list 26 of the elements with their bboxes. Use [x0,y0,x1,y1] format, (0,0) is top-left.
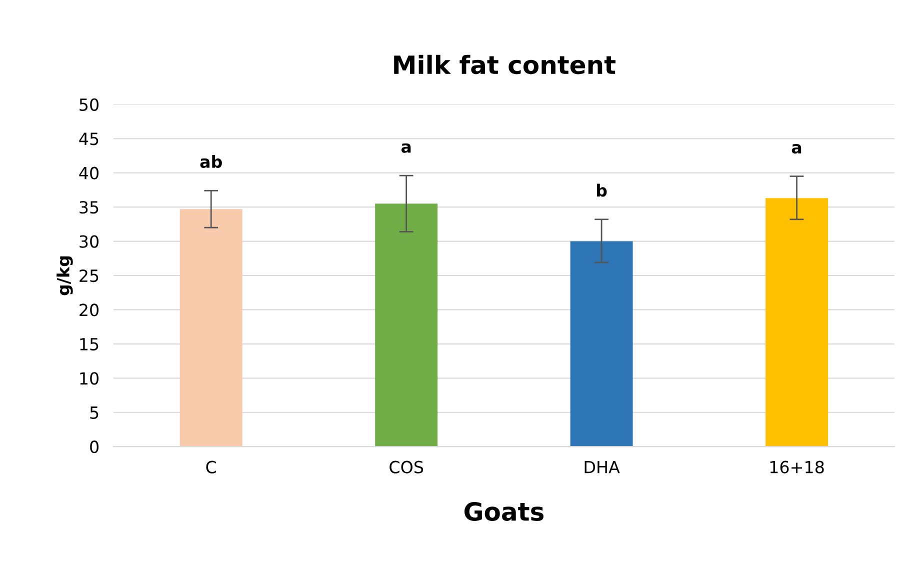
annotation: a [401,143,411,153]
y-tick-label: 15 [80,338,98,351]
x-tick-label: C [206,460,216,474]
y-tick-label: 10 [80,372,99,385]
y-tick-label: 25 [80,269,98,282]
annotation: ab [200,155,222,168]
x-axis-title: Goats [464,502,544,521]
y-tick-label: 20 [80,304,99,316]
chart-title: Milk fat content [394,54,616,74]
x-tick-label: COS [390,460,424,474]
bar [570,241,633,447]
y-tick-label: 35 [80,201,98,214]
bar [375,204,438,447]
y-tick-label: 0 [90,440,99,454]
bar [180,209,242,447]
bar [766,198,828,447]
y-tick-label: 50 [80,98,99,111]
x-tick-label: 16+18 [770,460,824,474]
x-tick-label: DHA [584,461,620,474]
y-tick-label: 45 [79,132,98,146]
annotation: b [596,184,607,197]
y-tick-label: 40 [79,166,99,180]
y-tick-label: 30 [80,235,99,248]
y-tick-label: 5 [90,406,98,419]
annotation: a [792,144,802,154]
y-axis-title: g/kg [56,256,73,296]
